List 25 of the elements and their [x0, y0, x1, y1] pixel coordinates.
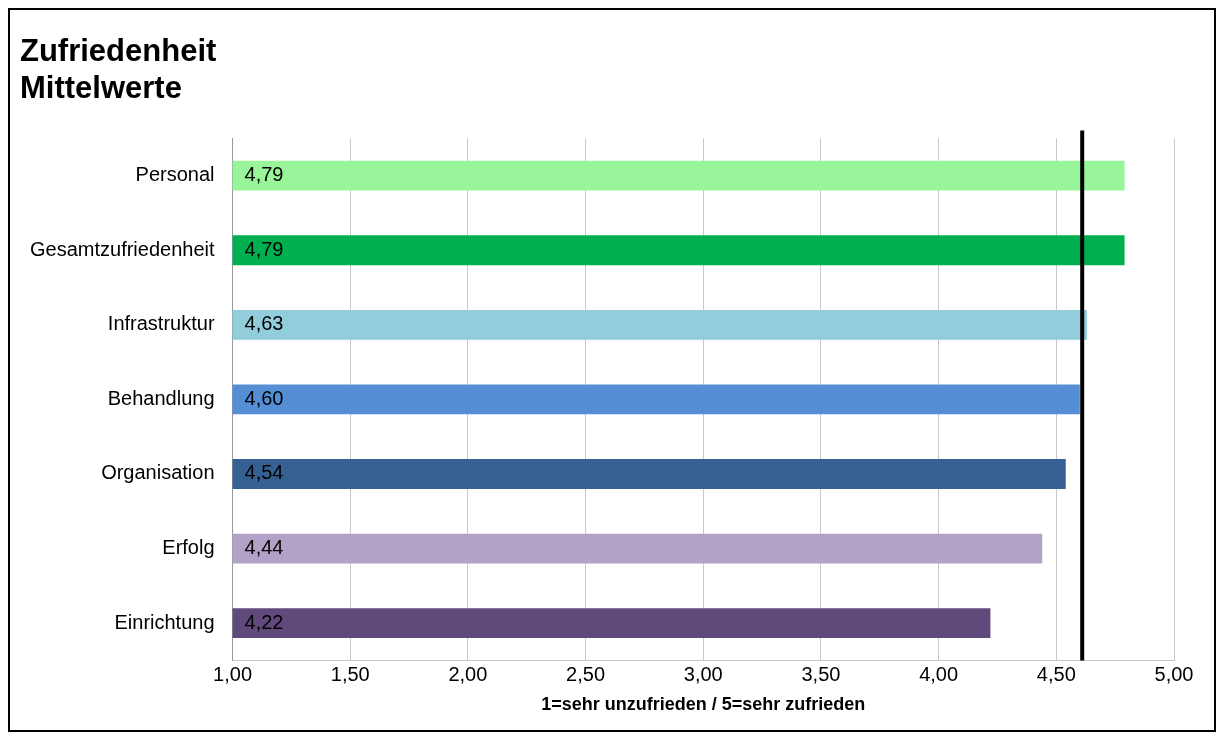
x-tick-label: 1,00: [213, 662, 253, 685]
data-label: 4,79: [244, 163, 284, 186]
x-tick-label: 2,50: [566, 662, 606, 685]
data-label: 4,44: [244, 536, 284, 559]
y-tick-label: Organisation: [101, 461, 215, 484]
x-tick-label: 1,50: [330, 662, 370, 685]
y-tick-label: Erfolg: [162, 536, 215, 559]
x-tick-label: 5,00: [1154, 662, 1194, 685]
data-label: 4,63: [244, 312, 284, 335]
y-tick-label: Einrichtung: [114, 610, 215, 633]
data-label: 4,60: [244, 386, 284, 409]
chart-title: Zufriedenheit Mittelwerte: [20, 33, 217, 106]
data-label: 4,79: [244, 237, 284, 260]
y-tick-label: Behandlung: [107, 386, 215, 409]
y-tick-label: Gesamtzufriedenheit: [29, 237, 215, 260]
y-tick-label: Infrastruktur: [107, 312, 215, 335]
x-tick-label: 3,50: [801, 662, 841, 685]
data-label: 4,22: [244, 610, 284, 633]
y-tick-label: Personal: [135, 163, 215, 186]
x-tick-label: 2,00: [448, 662, 488, 685]
data-label: 4,54: [244, 461, 284, 484]
x-tick-label: 3,00: [683, 662, 723, 685]
x-tick-label: 4,50: [1036, 662, 1076, 685]
x-tick-label: 4,00: [919, 662, 959, 685]
x-axis-title: 1=sehr unzufrieden / 5=sehr zufrieden: [541, 694, 866, 715]
